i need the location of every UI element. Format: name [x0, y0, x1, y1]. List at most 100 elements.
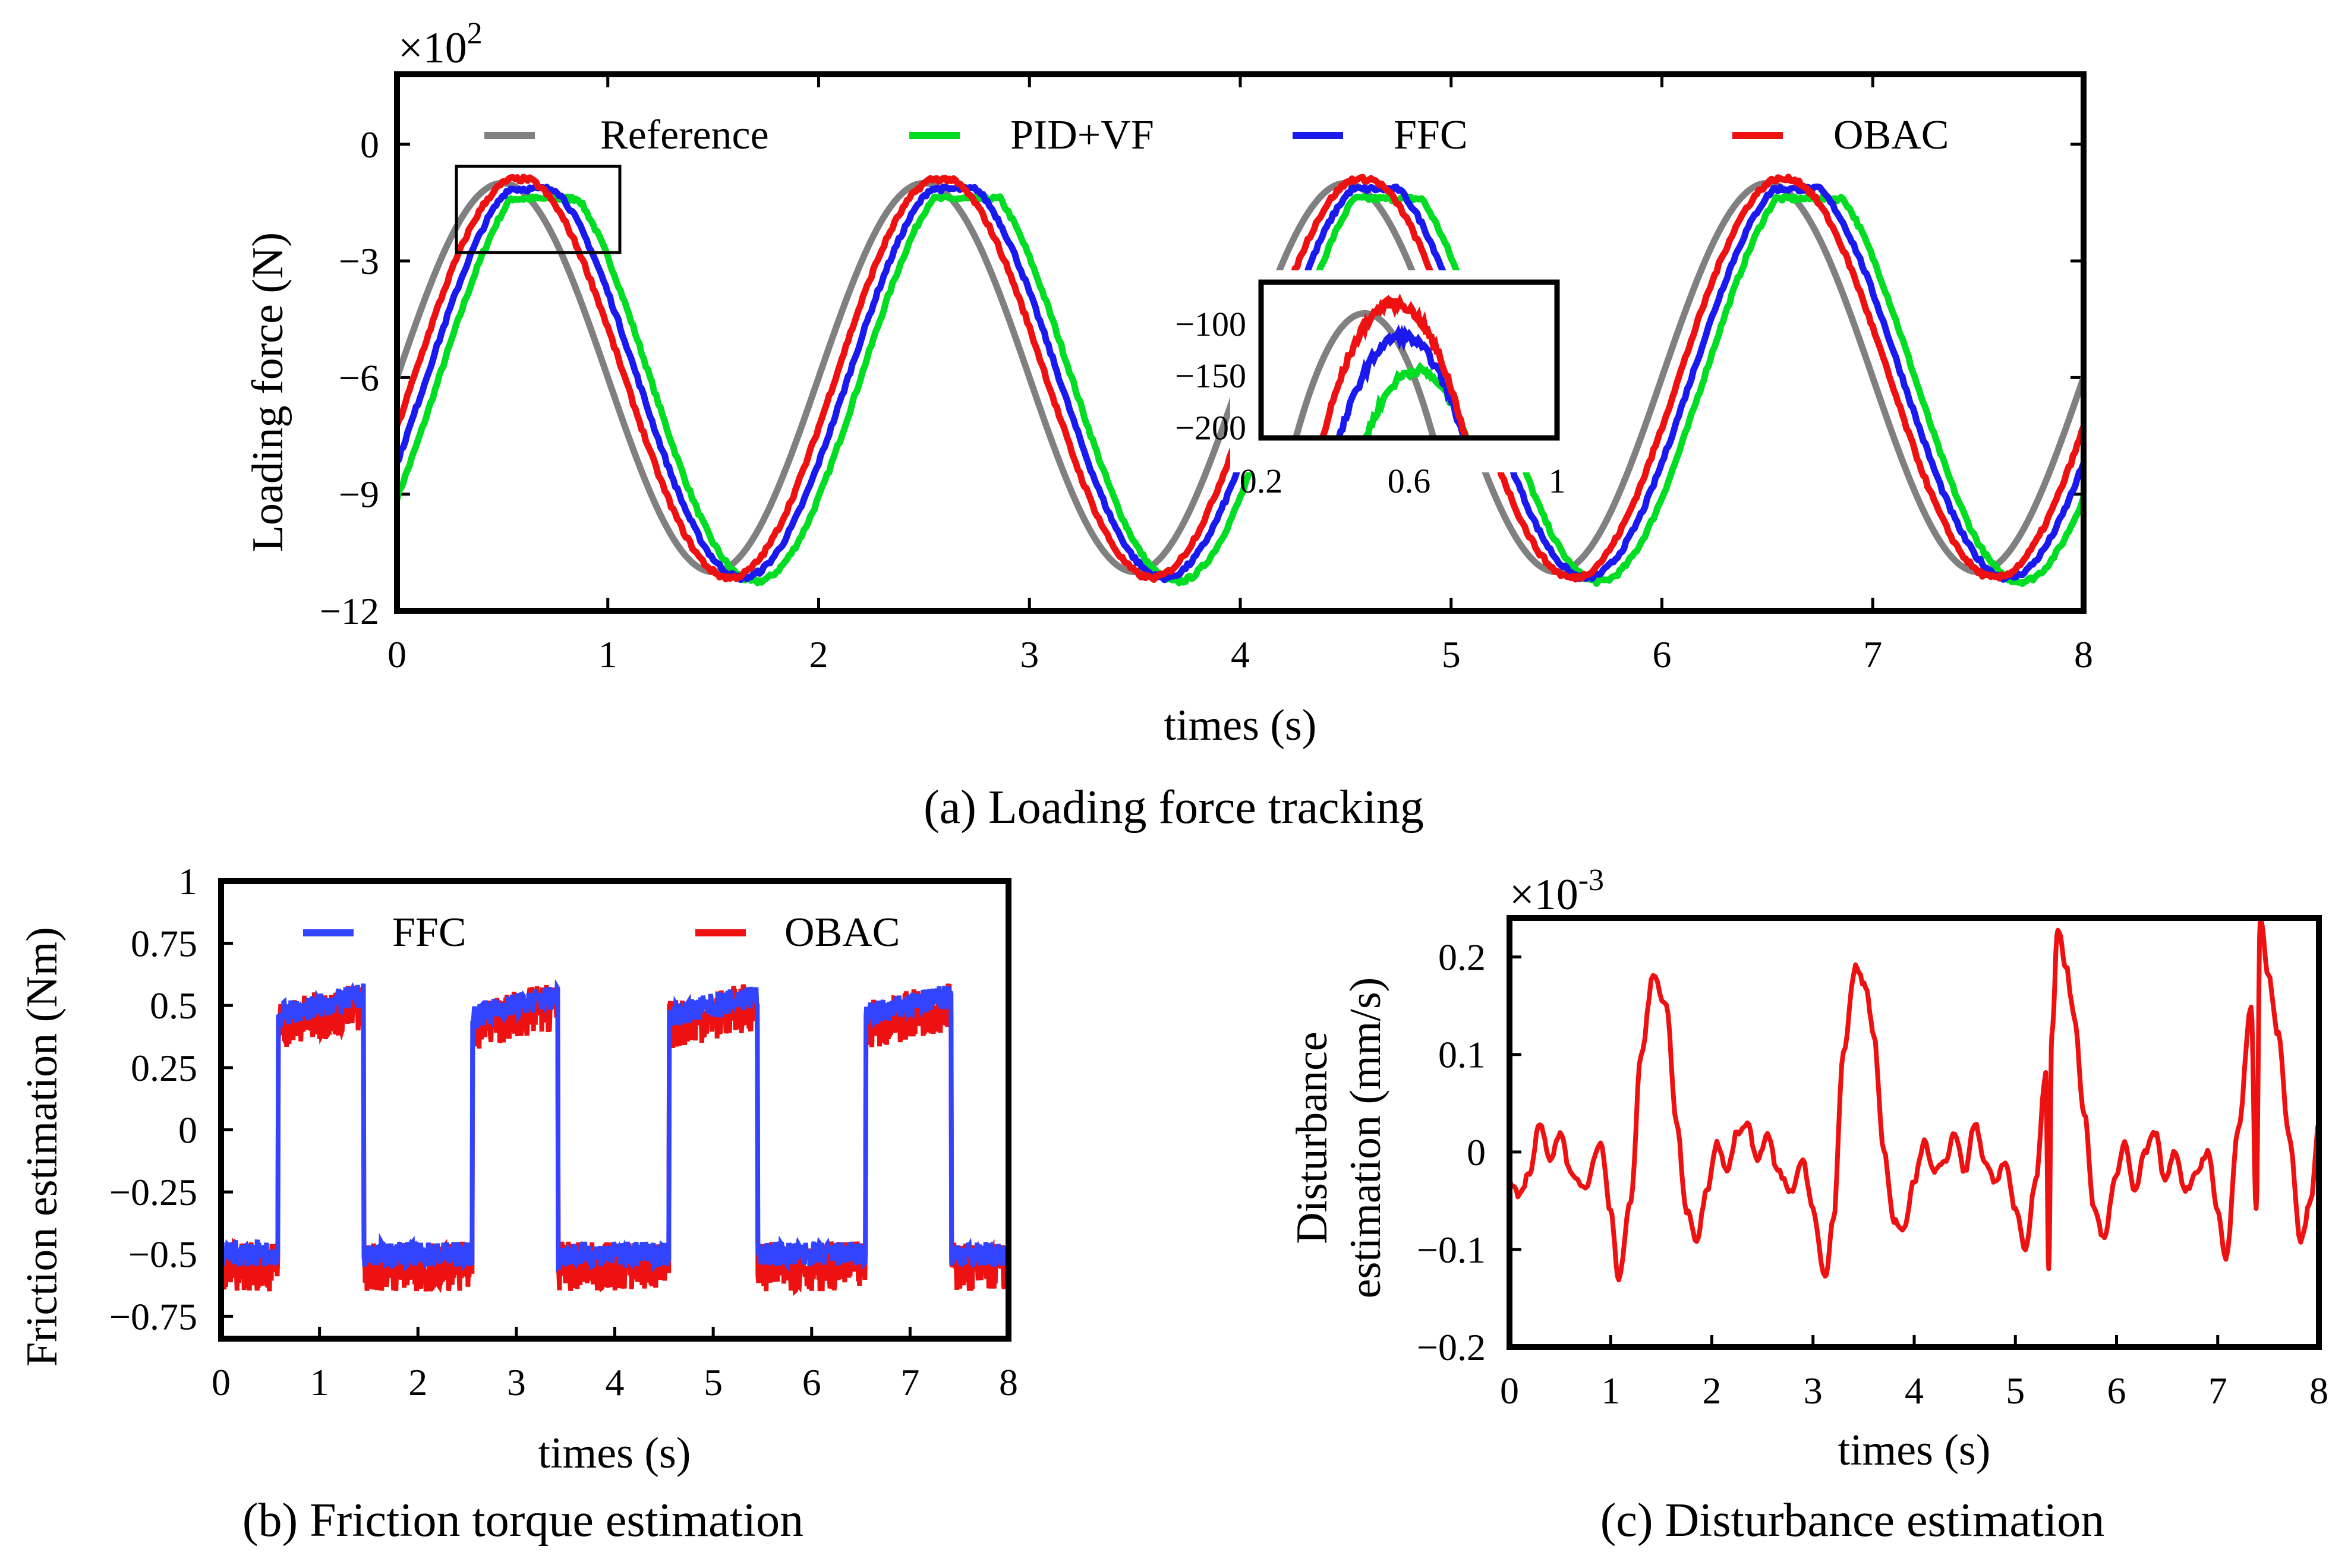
- panel-c-ytick-label: 0: [1467, 1131, 1486, 1173]
- panel-c-xlabel: times (s): [1838, 1426, 1991, 1475]
- panel-b-ytick-label: 1: [178, 860, 197, 903]
- panel-c-caption-label: (c): [1600, 1494, 1653, 1547]
- panel-c-series: [1509, 918, 2319, 1283]
- panel-a-xtick-label: 1: [598, 633, 617, 676]
- panel-b-xtick-label: 4: [606, 1361, 625, 1403]
- inset-ytick-label: −150: [1175, 356, 1246, 395]
- legend-label: FFC: [1394, 112, 1468, 158]
- panel-a-scale-label: ×102: [398, 17, 483, 72]
- panel-b-y-ticks: 1 0.75 0.5 0.25 0 −0.25 −0.5 −0.75: [109, 860, 233, 1337]
- panel-b: Friction estimation (Nm) 1 0.75 0.5 0.25 0 −0…: [18, 860, 1018, 1547]
- inset-x-ticks: 0.2 0.6 1: [1240, 462, 1566, 500]
- inset-series: [1292, 293, 1472, 438]
- panel-b-xtick-label: 1: [310, 1361, 329, 1403]
- panel-b-xtick-label: 7: [900, 1361, 919, 1403]
- panel-a-xtick-label: 2: [809, 633, 828, 676]
- panel-b-xtick-label: 8: [999, 1361, 1018, 1403]
- panel-c-ytick-label: 0.2: [1438, 936, 1486, 979]
- panel-c-xtick-label: 3: [1804, 1370, 1823, 1412]
- panel-c-ylabel-line1: Disturbance: [1288, 1031, 1337, 1244]
- panel-b-xtick-label: 0: [212, 1361, 231, 1403]
- panel-c-y-ticks: 0.2 0.1 0 −0.1 −0.2: [1417, 936, 1521, 1368]
- panel-c-xtick-label: 6: [2107, 1370, 2126, 1412]
- panel-a-xtick-label: 4: [1231, 633, 1250, 676]
- inset-frame: [1258, 279, 1560, 441]
- legend-label: FFC: [392, 910, 467, 955]
- panel-a-ytick-label: 0: [360, 124, 379, 166]
- panel-b-caption-label: (b): [242, 1494, 298, 1547]
- inset-xtick-label: 1: [1549, 462, 1566, 500]
- panel-b-xlabel: times (s): [538, 1429, 691, 1478]
- panel-b-ytick-label: 0.5: [150, 985, 197, 1027]
- panel-b-ytick-label: −0.75: [109, 1295, 197, 1337]
- panel-a-xtick-label: 0: [387, 633, 406, 676]
- inset-line-reference: [1292, 310, 1437, 438]
- inset-line-obac: [1319, 293, 1470, 438]
- legend-label: OBAC: [784, 910, 900, 955]
- panel-a-y-ticks: 0 −3 −6 −9 −12: [320, 124, 2084, 632]
- panel-c-xtick-label: 4: [1905, 1370, 1924, 1412]
- panel-c-scale-label: ×10-3: [1509, 863, 1604, 919]
- panel-c-xtick-label: 1: [1601, 1370, 1620, 1412]
- inset-xtick-label: 0.6: [1388, 462, 1431, 500]
- panel-a-caption: (a) Loading force tracking: [924, 781, 1424, 834]
- panel-a-ytick-label: −9: [339, 474, 379, 516]
- panel-b-ytick-label: 0.25: [131, 1047, 197, 1089]
- panel-a-frame: [394, 71, 2087, 614]
- series-line-pidvf: [397, 193, 2084, 588]
- panel-a-ytick-label: −3: [339, 240, 379, 282]
- panel-b-xtick-label: 3: [507, 1361, 526, 1403]
- panel-c-xtick-label: 5: [2006, 1370, 2025, 1412]
- panel-b-ylabel: Friction estimation (Nm): [18, 927, 67, 1367]
- panel-b-ytick-label: 0.75: [131, 923, 197, 965]
- panel-c-xtick-label: 2: [1703, 1370, 1722, 1412]
- legend-label: PID+VF: [1010, 112, 1154, 158]
- panel-c-frame: [1507, 915, 2322, 1350]
- panel-b-xtick-label: 2: [408, 1361, 427, 1403]
- panel-c-ytick-label: −0.1: [1417, 1229, 1486, 1271]
- panel-c: ×10-3 Disturbance estimation (mm/s) 0.2 0…: [1288, 863, 2328, 1547]
- inset-ytick-label: −200: [1175, 409, 1246, 447]
- inset-line-pidvf: [1362, 361, 1472, 438]
- inset-xtick-label: 0.2: [1240, 462, 1283, 500]
- panel-b-frame: [218, 878, 1011, 1342]
- panel-b-xtick-label: 6: [802, 1361, 821, 1403]
- panel-c-xtick-label: 8: [2309, 1370, 2328, 1412]
- panel-a-inset: −100 −150 −200 0.2 0.6 1: [1175, 279, 1566, 500]
- panel-b-ytick-label: 0: [178, 1109, 197, 1151]
- panel-a-xtick-label: 5: [1442, 633, 1461, 676]
- panel-c-ylabel-line2: estimation (mm/s): [1341, 977, 1390, 1299]
- panel-a-caption-label: (a): [924, 781, 976, 834]
- legend-label: Reference: [600, 112, 769, 158]
- panel-b-ytick-label: −0.5: [128, 1233, 197, 1276]
- panel-a: ×102 Loading force (N) 0 −3 −6 −9 −12 0 1 2 3 4 5…: [244, 17, 2093, 834]
- panel-a-legend: Reference PID+VF FFC OBAC: [484, 112, 1949, 158]
- panel-b-caption-text: Friction torque estimation: [310, 1494, 803, 1547]
- legend-label: OBAC: [1833, 112, 1949, 158]
- inset-line-ffc: [1335, 324, 1467, 438]
- panel-a-zoom-box: [455, 165, 622, 254]
- panel-a-ytick-label: −6: [339, 356, 379, 399]
- panel-b-xtick-label: 5: [704, 1361, 723, 1403]
- panel-a-caption-text: Loading force tracking: [988, 781, 1424, 834]
- panel-c-caption-text: Disturbance estimation: [1665, 1494, 2104, 1547]
- inset-ytick-label: −100: [1175, 305, 1246, 343]
- panel-b-legend: FFC OBAC: [303, 910, 900, 955]
- panel-a-xtick-label: 8: [2074, 633, 2093, 676]
- panel-a-xtick-label: 6: [1653, 633, 1672, 676]
- panel-a-xtick-label: 7: [1863, 633, 1882, 676]
- panel-c-caption: (c) Disturbance estimation: [1600, 1494, 2105, 1547]
- panel-c-ytick-label: −0.2: [1417, 1326, 1486, 1368]
- inset-y-ticks: −100 −150 −200: [1175, 305, 1246, 447]
- panel-c-xtick-label: 0: [1500, 1370, 1519, 1412]
- panel-a-xlabel: times (s): [1164, 701, 1317, 750]
- series-line-ffc: [221, 979, 1009, 1274]
- panel-b-series: [221, 979, 1009, 1296]
- panel-b-ytick-label: −0.25: [109, 1171, 197, 1213]
- panel-c-xtick-label: 7: [2208, 1370, 2227, 1412]
- panel-a-xtick-label: 3: [1020, 633, 1039, 676]
- panel-b-x-ticks: 0 1 2 3 4 5 6 7 8: [212, 1327, 1018, 1403]
- panel-a-ytick-label: −12: [320, 590, 379, 632]
- panel-a-ylabel: Loading force (N): [244, 232, 292, 552]
